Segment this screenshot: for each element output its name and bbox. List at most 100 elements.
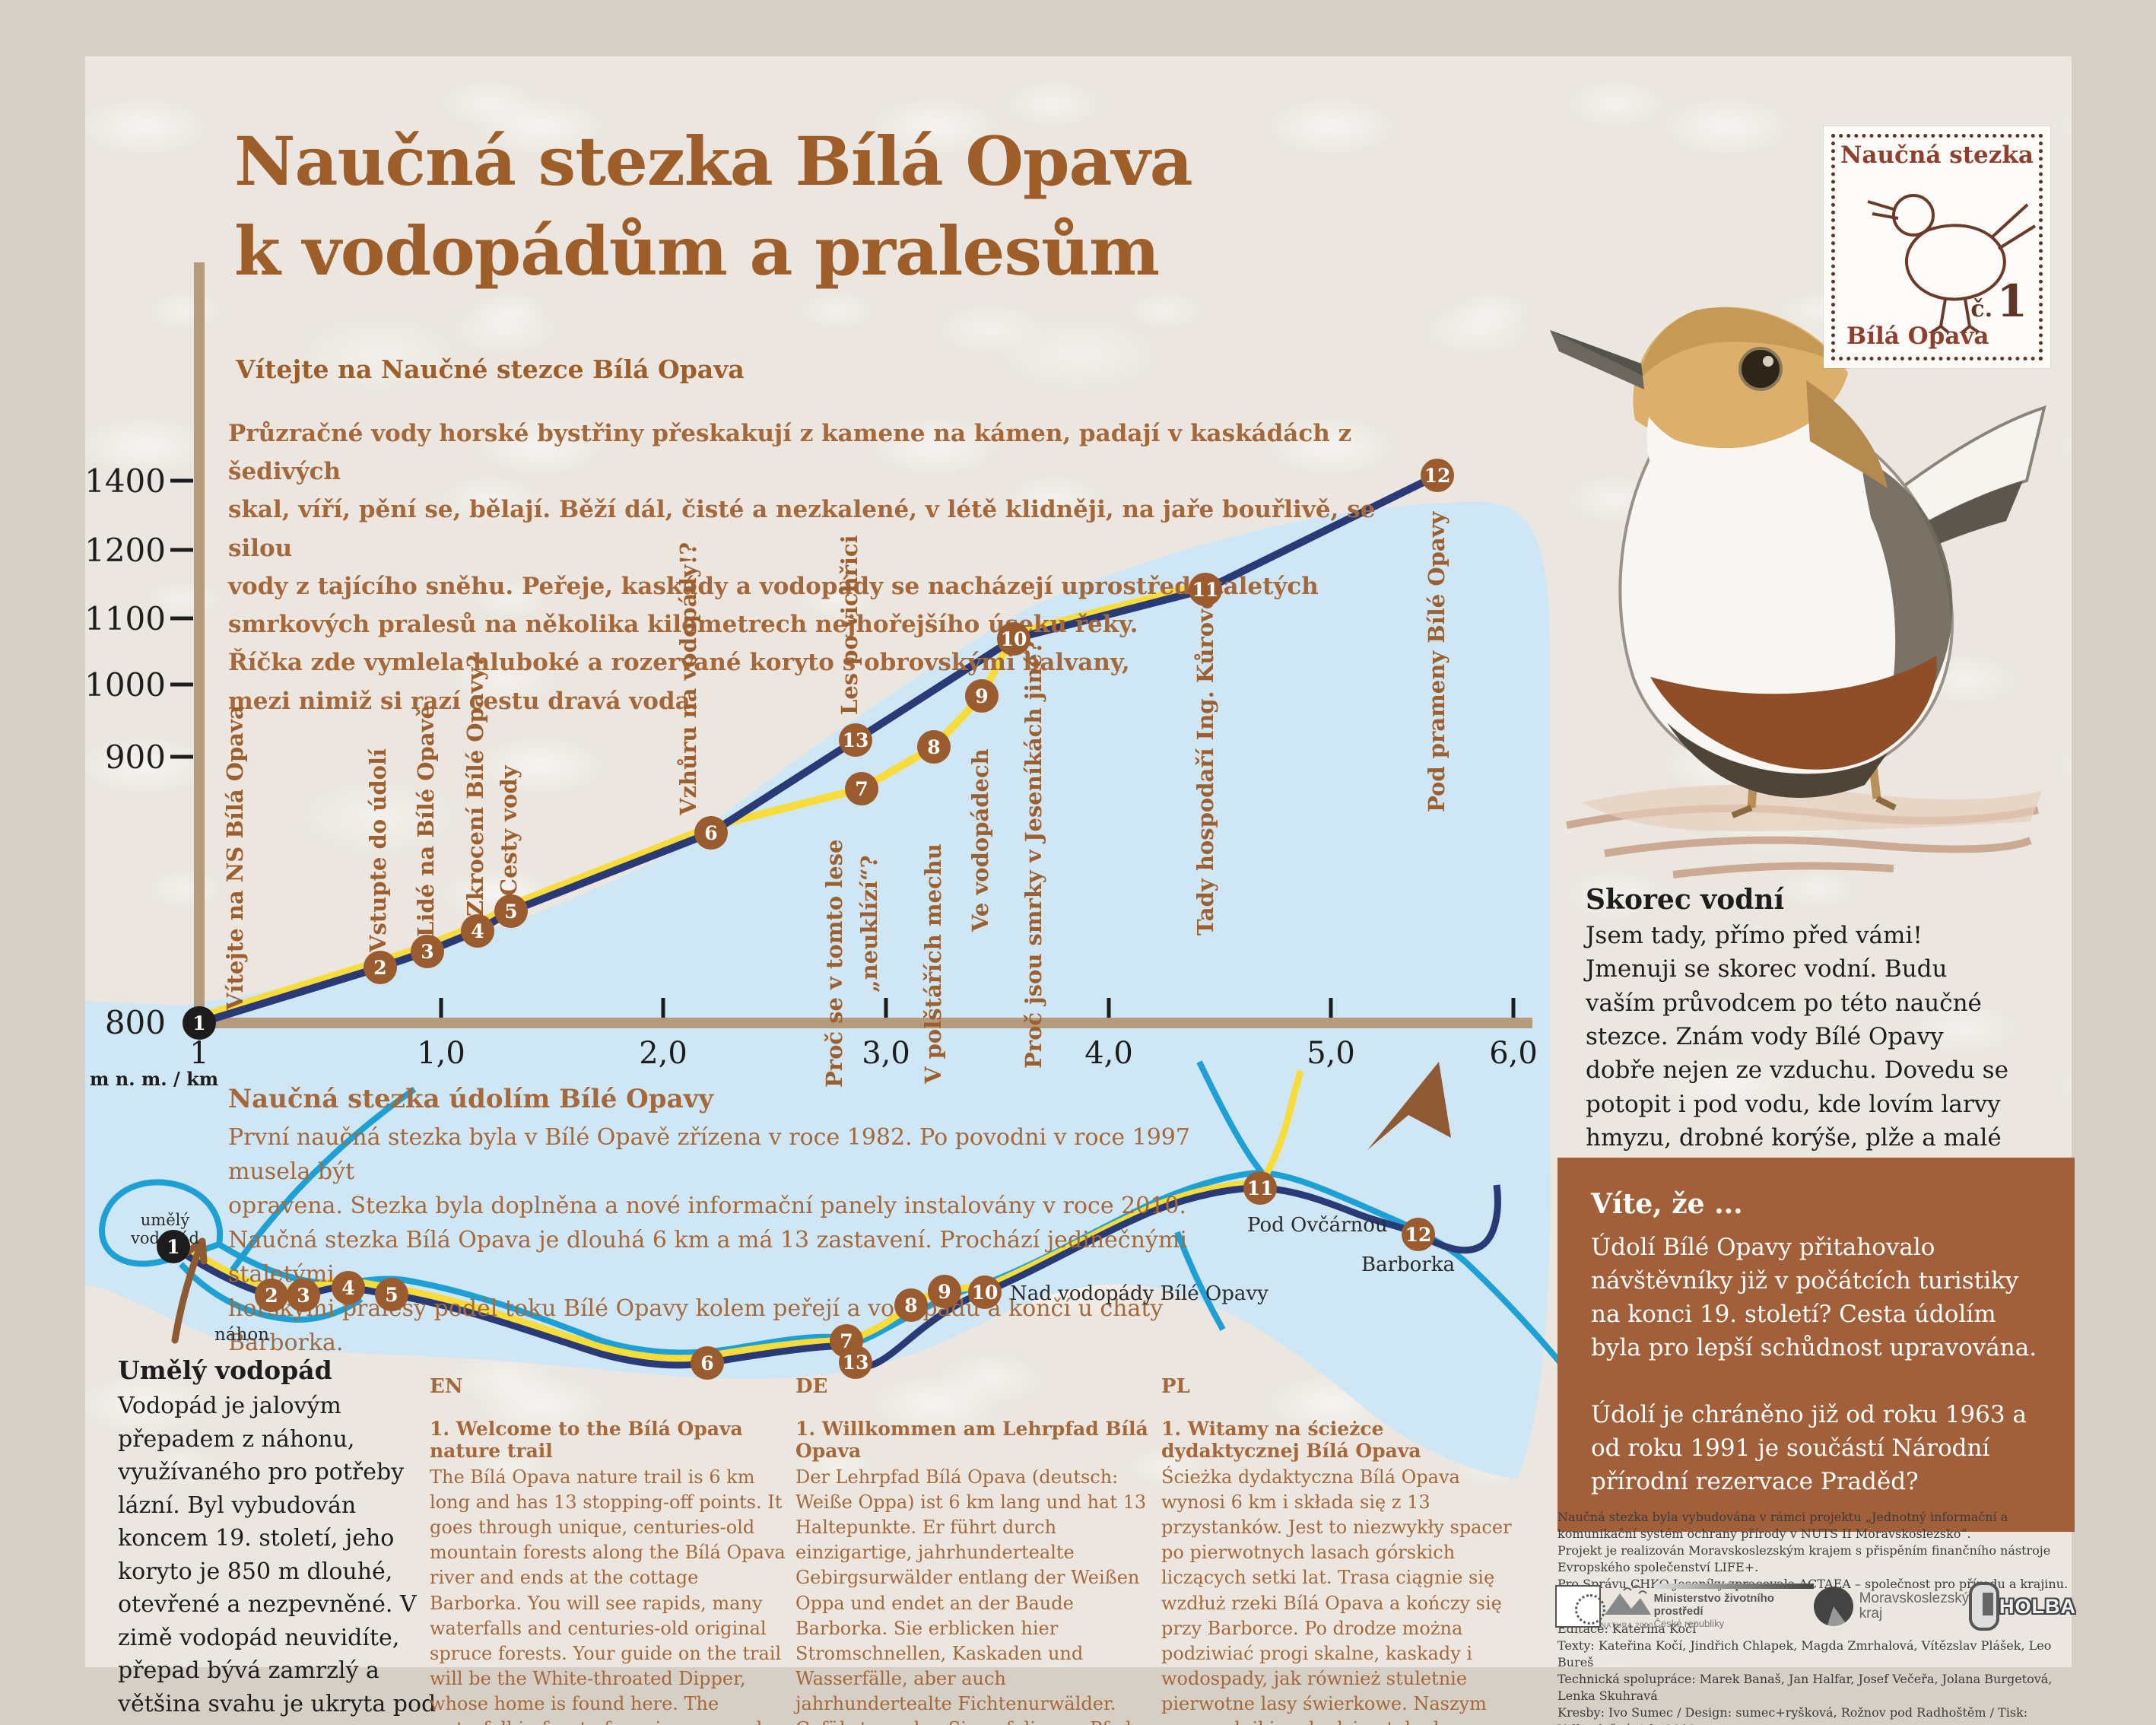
map-stop-2: 2 [255,1279,288,1312]
map-stop-1: 1 [157,1230,190,1263]
praded-emblem-logo [1969,1582,1999,1631]
footer-logos: NATURA 2000 Ministerstvo životního prost… [1555,1582,2076,1631]
y-tick-1100: 1100 [84,600,166,637]
chart-label-stop4: Zkrocení Bílé Opavy? [462,654,488,917]
artificial-waterfall-heading: Umělý vodopád [118,1355,332,1385]
chart-stop-8: 8 [917,730,951,764]
y-tick-1200: 1200 [84,532,166,569]
stamp-bird-icon [1867,194,2037,334]
map-stop-6: 6 [691,1346,724,1380]
map-stop-8: 8 [894,1288,928,1322]
chart-stop-13: 13 [839,723,872,757]
moravskoslezsky-kraj-logo: Moravskoslezský kraj [1813,1587,1969,1626]
trail-info-heading: Naučná stezka údolím Bílé Opavy [228,1084,714,1114]
y-tick-900: 900 [104,739,166,776]
axis-ticks [170,478,1516,1018]
y-tick-1400: 1400 [84,462,166,500]
chart-stop-5: 5 [494,894,528,928]
y-axis-bar [194,262,205,1028]
dipper-illustration [1550,307,2046,878]
lang-code-de: DE [795,1375,828,1398]
map-stop-5: 5 [375,1278,408,1311]
column-en-body: The Bílá Opava nature trail is 6 km long… [430,1466,786,1725]
x-tick-2: 2,0 [639,1036,687,1071]
water-area [85,501,1551,1479]
lang-code-pl: PL [1161,1375,1190,1398]
footer-credits-text: Editace: Kateřina Kočí Texty: Kateřina K… [1557,1621,2053,1725]
x-tick-0: 1 [189,1036,209,1071]
page-subtitle: Vítejte na Naučné stezce Bílá Opava [236,354,745,384]
axis-unit-label: m n. m. / km [90,1068,219,1090]
page-title-line1: Naučná stezka Bílá Opava [234,122,1193,201]
map-stop-3: 3 [287,1279,320,1312]
chart-stop-12: 12 [1421,459,1454,492]
y-tick-800: 800 [104,1004,166,1041]
msk-swirl-icon [1813,1587,1853,1626]
chart-label-stop5: Cesty vody [496,765,522,896]
chart-label-stop3: Lidé na Bílé Opavě [413,705,439,937]
chart-label-stop10: Proč jsou smrky v Jeseníkách jiné? [1021,640,1046,1069]
map-label-nahon: náhon [214,1325,269,1345]
y-tick-1000: 1000 [84,666,166,704]
column-de: DE 1. Willkommen am Lehrpfad Bílá Opava … [795,1375,1153,1725]
column-pl-heading: 1. Witamy na ścieżce dydaktycznej Bílá O… [1161,1418,1421,1462]
trail-info-block: Naučná stezka údolím Bílé Opavy První na… [228,1084,1217,1360]
did-you-know-box: Víte, že ... Údolí Bílé Opavy přitahoval… [1557,1158,2075,1533]
chart-label-stop8: V polštářích mechu [920,843,946,1084]
map-stop-13: 13 [839,1345,872,1379]
chart-label-stop12: Pod prameny Bílé Opavy [1424,511,1450,812]
chart-stop-2: 2 [364,951,397,984]
map-label-pod-ovcarnou: Pod Ovčárnou [1247,1214,1388,1237]
map-stop-12: 12 [1402,1218,1435,1251]
chart-stop-1: 1 [183,1006,216,1040]
stamp-dotted-border [1831,134,2043,361]
chart-stop-3: 3 [411,935,444,968]
did-you-know-para2: Údolí je chráněno již od roku 1963 a od … [1591,1401,2027,1496]
map-stop-10: 10 [968,1275,1002,1309]
chart-stop-11: 11 [1189,573,1222,606]
x-tick-1: 1,0 [417,1036,465,1071]
did-you-know-para1: Údolí Bílé Opavy přitahovalo návštěvníky… [1591,1234,2037,1362]
page-title-line2: k vodopádům a pralesům [234,211,1160,291]
intro-paragraph: Průzračné vody horské bystřiny přeskakuj… [228,420,1376,715]
x-axis-bar [194,1018,1532,1028]
chart-label-stop2: Vstupte do údolí [365,748,391,952]
north-arrow-icon [1367,1062,1451,1150]
chart-stop-6: 6 [694,816,728,850]
dipper-heading: Skorec vodní [1586,884,1785,916]
lang-code-en: EN [430,1375,463,1398]
chart-label-stop6: Vzhůru na vodopády!? [675,542,701,815]
map-stop-11: 11 [1243,1171,1277,1205]
chart-label-stop13: Les po vichřici [837,535,862,715]
map-label-barborka: Barborka [1361,1253,1456,1276]
artificial-waterfall-block: Umělý vodopád Vodopád je jalovým přepade… [118,1355,437,1725]
map-label-nad-vodopady: Nad vodopády Bílé Opavy [1010,1282,1269,1305]
eu-life-logo [1555,1585,1605,1628]
x-tick-4: 4,0 [1084,1036,1133,1071]
chart-label-stop9: Ve vodopádech [967,748,993,932]
artificial-waterfall-body: Vodopád je jalovým přepadem z náhonu, vy… [118,1393,437,1725]
column-en-heading: 1. Welcome to the Bílá Opava nature trai… [430,1418,743,1462]
chart-stop-4: 4 [461,914,494,948]
column-de-heading: 1. Willkommen am Lehrpfad Bílá Opava [795,1418,1148,1462]
holba-logo: HOLBA [1999,1594,2076,1618]
did-you-know-heading: Víte, že ... [1591,1188,1743,1220]
chart-label-stop7-line1: Proč se v tomto lese [821,839,847,1088]
trail-info-body: První naučná stezka byla v Bílé Opavě zř… [228,1124,1190,1356]
chart-label-stop1: Vítejte na NS Bílá Opava [222,705,248,1010]
chart-label-stop7-line2: „neuklízí“? [856,855,882,993]
column-de-body: Der Lehrpfad Bílá Opava (deutsch: Weiße … [795,1466,1147,1725]
x-tick-5: 5,0 [1307,1036,1355,1071]
stamp-title: Naučná stezka [1840,141,2034,169]
chart-stop-7: 7 [845,772,878,805]
chart-stop-9: 9 [965,679,999,713]
map-stop-4: 4 [332,1271,365,1304]
chart-stop-10: 10 [997,622,1030,656]
stamp-number: č. 1 [1970,275,2027,327]
map-stop-9: 9 [928,1275,961,1308]
x-tick-3: 3,0 [862,1036,910,1071]
natura-2000-logo: NATURA 2000 [1601,1584,1654,1629]
column-en: EN 1. Welcome to the Bílá Opava nature t… [430,1375,787,1725]
footer-credits: Naučná stezka byla vybudována v rámci pr… [1557,1492,2082,1725]
